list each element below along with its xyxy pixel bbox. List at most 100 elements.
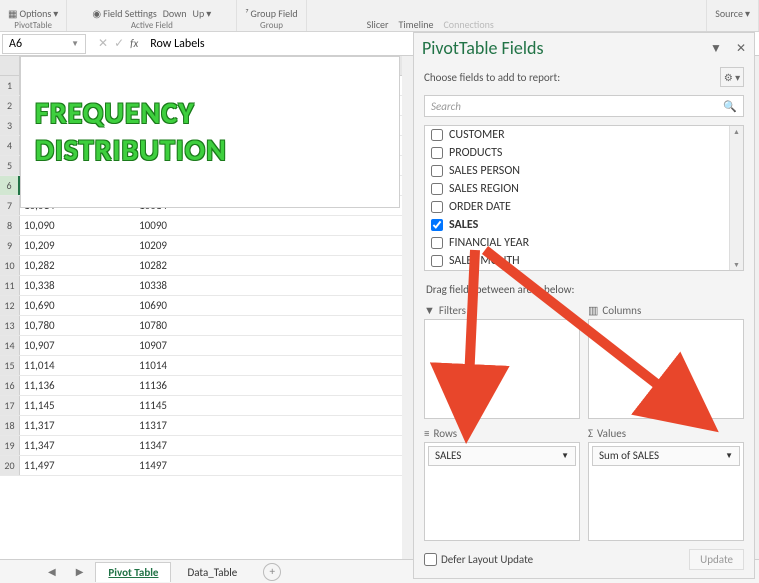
values-area[interactable]: ΣValues Sum of SALES▼ [588, 427, 744, 542]
cell[interactable]: 10,907 [20, 336, 96, 355]
cell[interactable]: 11,014 [20, 356, 96, 375]
drill-down-button[interactable]: Down [163, 7, 187, 20]
fields-list[interactable]: CUSTOMERPRODUCTSSALES PERSONSALES REGION… [424, 125, 744, 271]
tab-pivot-table[interactable]: Pivot Table [95, 562, 171, 582]
panel-title: PivotTable Fields [422, 37, 544, 59]
ribbon-group-pivottable: PivotTable [14, 20, 52, 31]
row-header[interactable]: 2 [0, 96, 20, 115]
field-item[interactable]: PRODUCTS [425, 144, 743, 162]
connections-button: Connections [443, 18, 493, 31]
row-header[interactable]: 10 [0, 256, 20, 275]
row-header[interactable]: 19 [0, 436, 20, 455]
row-header[interactable]: 17 [0, 396, 20, 415]
tab-next-icon[interactable]: ▶ [76, 565, 84, 578]
slicer-button[interactable]: Slicer [367, 18, 389, 31]
row-header[interactable]: 15 [0, 356, 20, 375]
group-field-button[interactable]: ⁷ Group Field [245, 7, 297, 20]
row-header[interactable]: 8 [0, 216, 20, 235]
ribbon-group-activefield: Active Field [131, 20, 173, 31]
cell[interactable]: 10090 [96, 216, 172, 235]
panel-menu-icon[interactable]: ▼ [710, 41, 722, 56]
update-button[interactable]: Update [689, 549, 744, 570]
cell[interactable]: 10,690 [20, 296, 96, 315]
fx-icon[interactable]: fx [130, 37, 138, 50]
row-header[interactable]: 16 [0, 376, 20, 395]
tab-prev-icon[interactable]: ◀ [48, 565, 56, 578]
row-header[interactable]: 4 [0, 136, 20, 155]
pivottable-fields-panel: PivotTable Fields ▼ ✕ Choose fields to a… [413, 32, 755, 579]
gear-icon[interactable]: ⚙ ▾ [720, 67, 744, 87]
row-header[interactable]: 1 [0, 76, 20, 95]
cell[interactable]: 10,780 [20, 316, 96, 335]
formula-input[interactable]: Row Labels [144, 37, 284, 51]
cell[interactable]: 10907 [96, 336, 172, 355]
panel-close-icon[interactable]: ✕ [736, 41, 746, 56]
defer-checkbox[interactable]: Defer Layout Update [424, 553, 533, 566]
row-header[interactable]: 14 [0, 336, 20, 355]
field-item[interactable]: FINANCIAL YEAR [425, 234, 743, 252]
columns-area[interactable]: ▥Columns [588, 304, 744, 419]
cell[interactable]: 10,090 [20, 216, 96, 235]
values-pill[interactable]: Sum of SALES▼ [592, 446, 740, 466]
row-header[interactable]: 5 [0, 156, 20, 175]
cell[interactable]: 11,317 [20, 416, 96, 435]
cell[interactable]: 11,145 [20, 396, 96, 415]
cell[interactable]: 10,209 [20, 236, 96, 255]
panel-subtitle: Choose fields to add to report: [424, 71, 560, 84]
tab-data-table[interactable]: Data_Table [175, 562, 249, 582]
cell[interactable]: 11,497 [20, 456, 96, 475]
field-item[interactable]: SALES [425, 216, 743, 234]
cell[interactable]: 11136 [96, 376, 172, 395]
filter-icon: ▼ [424, 304, 435, 317]
rows-pill[interactable]: SALES▼ [428, 446, 576, 466]
row-header[interactable]: 3 [0, 116, 20, 135]
rows-area[interactable]: ≡Rows SALES▼ [424, 427, 580, 542]
cell[interactable]: 10690 [96, 296, 172, 315]
options-button[interactable]: ▦ Options ▾ [8, 7, 58, 20]
cell[interactable]: 11145 [96, 396, 172, 415]
field-item[interactable]: CUSTOMER [425, 126, 743, 144]
spreadsheet-grid[interactable]: ABCDE FREQUENCY DISTRIBUTION 123456Row L… [0, 56, 402, 559]
cell[interactable]: 11497 [96, 456, 172, 475]
cell[interactable]: 10,338 [20, 276, 96, 295]
cell[interactable]: 11347 [96, 436, 172, 455]
cell[interactable]: 11,347 [20, 436, 96, 455]
add-sheet-button[interactable]: + [263, 563, 281, 581]
source-button[interactable]: Source ▾ [715, 7, 750, 20]
name-box[interactable]: A6▼ [2, 34, 86, 54]
cell[interactable]: 11,136 [20, 376, 96, 395]
row-header[interactable]: 18 [0, 416, 20, 435]
row-header[interactable]: 20 [0, 456, 20, 475]
cell[interactable]: 10780 [96, 316, 172, 335]
drill-up-button[interactable]: Up ▾ [193, 7, 212, 20]
columns-icon: ▥ [588, 304, 598, 317]
ribbon: ▦ Options ▾ PivotTable ◉ Field Settings … [0, 0, 759, 32]
row-header[interactable]: 11 [0, 276, 20, 295]
row-header[interactable]: 12 [0, 296, 20, 315]
field-item[interactable]: SALES REGION [425, 180, 743, 198]
field-item[interactable]: SALES PERSON [425, 162, 743, 180]
search-input[interactable]: Search 🔍 [424, 95, 744, 117]
values-icon: Σ [588, 427, 593, 440]
cell[interactable]: 10,282 [20, 256, 96, 275]
cell[interactable]: 11317 [96, 416, 172, 435]
scrollbar[interactable] [729, 126, 743, 270]
rows-icon: ≡ [424, 427, 429, 440]
row-header[interactable]: 7 [0, 196, 20, 215]
field-item[interactable]: SALES MONTH [425, 252, 743, 270]
timeline-button[interactable]: Timeline [399, 18, 434, 31]
filters-area[interactable]: ▼Filters [424, 304, 580, 419]
cell[interactable]: 11014 [96, 356, 172, 375]
search-icon[interactable]: 🔍 [723, 100, 737, 113]
cell[interactable]: 10209 [96, 236, 172, 255]
row-header[interactable]: 9 [0, 236, 20, 255]
cell[interactable]: 10282 [96, 256, 172, 275]
cell[interactable]: 10338 [96, 276, 172, 295]
ribbon-group-group: Group [260, 20, 283, 31]
drag-hint: Drag fields between areas below: [414, 275, 754, 304]
row-header[interactable]: 6 [0, 176, 20, 195]
field-settings-button[interactable]: ◉ Field Settings [92, 7, 156, 20]
row-header[interactable]: 13 [0, 316, 20, 335]
field-item[interactable]: ORDER DATE [425, 198, 743, 216]
title-banner: FREQUENCY DISTRIBUTION [20, 56, 400, 208]
